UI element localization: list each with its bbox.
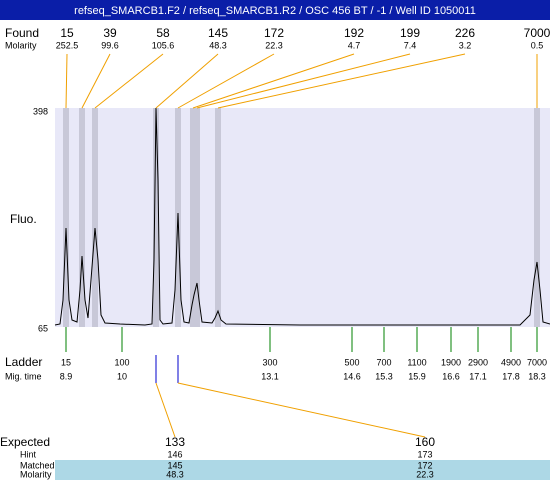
row-label: Hint [20, 449, 37, 459]
title-bar [0, 0, 550, 20]
found-molarity: 48.3 [209, 40, 227, 50]
ladder-time: 16.6 [442, 371, 460, 381]
row-label: Molarity [20, 469, 52, 479]
found-size: 7000 [524, 26, 550, 40]
found-molarity: 105.6 [152, 40, 175, 50]
expected-expected: 133 [165, 435, 185, 449]
ladder-size: 4900 [501, 357, 521, 367]
found-size: 145 [208, 26, 228, 40]
connector [177, 382, 426, 438]
ladder-size: 15 [61, 357, 71, 367]
expected-hint: 173 [417, 449, 432, 459]
peak-band [194, 108, 200, 327]
y-top-label: 398 [33, 106, 48, 116]
ladder-time: 15.9 [408, 371, 426, 381]
trace [54, 107, 550, 326]
found-label: Found [5, 26, 39, 40]
expected-hint: 146 [167, 449, 182, 459]
plot-area [55, 108, 550, 327]
ladder-size: 300 [262, 357, 277, 367]
peak-connector [196, 53, 411, 109]
ladder-label: Ladder [5, 355, 42, 369]
peak-connector [155, 53, 219, 109]
peak-band [92, 108, 98, 327]
expected-molarity: 48.3 [166, 469, 184, 479]
found-size: 172 [264, 26, 284, 40]
ladder-time: 17.8 [502, 371, 520, 381]
y-bottom-label: 65 [38, 323, 48, 333]
found-molarity: 7.4 [404, 40, 417, 50]
found-molarity: 22.3 [265, 40, 283, 50]
y-axis-label: Fluo. [10, 212, 37, 226]
peak-band [63, 108, 69, 327]
peak-connector [217, 53, 466, 109]
expected-molarity: 22.3 [416, 469, 434, 479]
peak-band [190, 108, 196, 327]
peak-band [153, 108, 159, 327]
peak-connector [94, 53, 164, 109]
peak-band [215, 108, 221, 327]
ladder-size: 1900 [441, 357, 461, 367]
found-size: 226 [455, 26, 475, 40]
ladder-time: 17.1 [469, 371, 487, 381]
found-molarity: 0.5 [531, 40, 544, 50]
ladder-time: 14.6 [343, 371, 361, 381]
found-size: 15 [60, 26, 74, 40]
ladder-size: 500 [344, 357, 359, 367]
matched-row-bg [55, 460, 550, 480]
connector [155, 382, 176, 438]
expected-expected: 160 [415, 435, 435, 449]
peak-band [79, 108, 85, 327]
found-size: 192 [344, 26, 364, 40]
ladder-time: 13.1 [261, 371, 279, 381]
title: refseq_SMARCB1.F2 / refseq_SMARCB1.R2 / … [74, 5, 476, 17]
peak-connector [81, 53, 111, 109]
found-size: 58 [156, 26, 170, 40]
ladder-time: 10 [117, 371, 127, 381]
peak-connector [177, 53, 275, 109]
ladder-time: 8.9 [60, 371, 73, 381]
ladder-size: 2900 [468, 357, 488, 367]
found-size: 199 [400, 26, 420, 40]
found-molarity: 252.5 [56, 40, 79, 50]
ladder-size: 100 [114, 357, 129, 367]
row-label: Matched [20, 460, 55, 470]
found-molarity: 3.2 [459, 40, 472, 50]
ladder-size: 700 [376, 357, 391, 367]
expected-matched: 145 [167, 460, 182, 470]
molarity-label: Molarity [5, 40, 37, 50]
ladder-time: 15.3 [375, 371, 393, 381]
ladder-size: 7000 [527, 357, 547, 367]
ladder-size: 1100 [407, 357, 426, 367]
row-label: Expected [0, 435, 50, 449]
peak-band [534, 108, 540, 327]
found-size: 39 [103, 26, 117, 40]
expected-matched: 172 [417, 460, 432, 470]
peak-connector [192, 53, 355, 109]
found-molarity: 99.6 [101, 40, 119, 50]
peak-connector [65, 53, 68, 109]
mig-time-label: Mig. time [5, 371, 42, 381]
found-molarity: 4.7 [348, 40, 361, 50]
ladder-time: 18.3 [528, 371, 546, 381]
